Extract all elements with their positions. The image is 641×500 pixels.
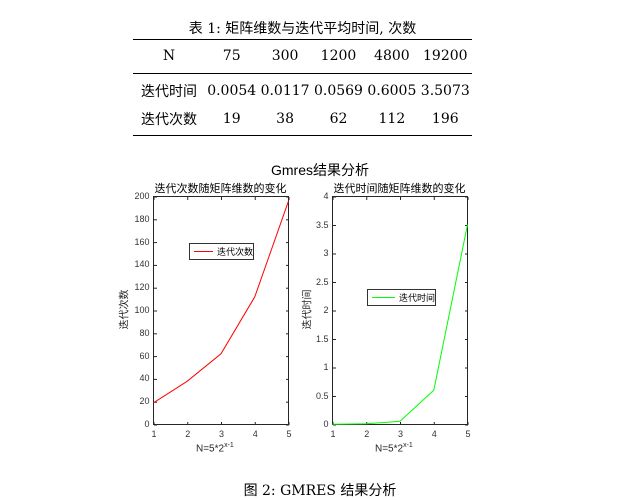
table-cell: 112 [378, 111, 406, 127]
y-tick-label: 40 [139, 373, 150, 384]
table-bottom-rule [133, 135, 472, 136]
y-tick-label: 60 [139, 350, 150, 361]
chart-title: 迭代时间随矩阵维数的变化 [333, 182, 466, 195]
y-tick-label: 0 [144, 419, 150, 429]
x-tick-label: 4 [431, 428, 437, 439]
x-tick-label: 2 [364, 428, 370, 439]
x-tick-label: 2 [185, 428, 191, 439]
figure-caption: 图 2: GMRES 结果分析 [243, 483, 397, 499]
y-tick-label: 200 [134, 191, 150, 201]
table-cell: 0.0569 [313, 83, 363, 99]
y-tick-label: 0 [323, 419, 329, 429]
y-tick-label: 1 [323, 362, 329, 372]
x-tick-label: 1 [330, 428, 336, 439]
x-tick-label: 1 [151, 428, 157, 439]
legend-line-red [194, 251, 213, 252]
y-tick-label: 0.5 [315, 390, 329, 401]
table-top-rule [133, 39, 472, 40]
x-axis-label: N=5*2x-1 [196, 442, 234, 455]
table-header-cell: 75 [222, 47, 241, 64]
y-tick-label: 180 [134, 213, 150, 224]
y-tick-label: 3 [323, 248, 329, 258]
legend-line-green [372, 297, 395, 298]
figure-title: Gmres结果分析 [271, 162, 369, 178]
table-header-cell: 1200 [320, 47, 357, 64]
x-tick-label: 5 [465, 428, 471, 439]
chart-title: 迭代次数随矩阵维数的变化 [154, 182, 287, 195]
x-tick-label: 5 [286, 428, 292, 439]
table-header-cell: 19200 [423, 47, 468, 64]
table-cell: 0.0054 [207, 83, 257, 99]
table-header-cell: 300 [271, 47, 299, 64]
table-cell: 19 [222, 111, 241, 127]
y-tick-label: 2.5 [315, 276, 329, 287]
table-caption: 表 1: 矩阵维数与迭代平均时间, 次数 [188, 21, 417, 37]
chart-legend: 迭代时间 [367, 289, 436, 306]
y-tick-label: 4 [323, 191, 329, 201]
table-cell: 迭代时间 [141, 84, 197, 100]
table-row: 迭代次数 19 38 62 112 196 [133, 105, 472, 133]
y-tick-label: 160 [134, 236, 150, 247]
x-tick-label: 3 [218, 428, 224, 439]
y-tick-label: 140 [134, 259, 150, 270]
legend-label: 迭代时间 [398, 294, 435, 304]
y-axis-label: 迭代时间 [302, 289, 314, 330]
table-cell: 3.5073 [420, 83, 470, 99]
table-header-cell: N [162, 47, 176, 64]
chart-legend: 迭代次数 [189, 243, 254, 260]
table-header-cell: 4800 [374, 47, 410, 64]
legend-label: 迭代次数 [216, 248, 253, 258]
table-header-row: N 75 300 1200 4800 19200 [133, 39, 472, 73]
results-table: N 75 300 1200 4800 19200 迭代时间 0.0054 0.0… [133, 39, 472, 133]
table-cell: 迭代次数 [141, 112, 197, 128]
table-cell: 38 [276, 111, 294, 127]
y-tick-label: 120 [134, 282, 150, 293]
y-tick-label: 3.5 [315, 219, 329, 230]
y-tick-label: 1.5 [315, 333, 329, 344]
y-tick-label: 80 [139, 327, 150, 338]
y-tick-label: 100 [134, 305, 150, 315]
table-cell: 62 [329, 111, 348, 127]
y-tick-label: 20 [139, 396, 150, 407]
y-tick-label: 2 [323, 305, 329, 315]
table-row: 迭代时间 0.0054 0.0117 0.0569 0.6005 3.5073 [133, 77, 472, 105]
x-axis-label: N=5*2x-1 [375, 442, 413, 455]
table-cell: 196 [431, 111, 459, 127]
x-tick-label: 3 [397, 428, 403, 439]
table-cell: 0.6005 [367, 83, 417, 99]
x-tick-label: 4 [252, 428, 258, 439]
table-cell: 0.0117 [260, 83, 310, 99]
